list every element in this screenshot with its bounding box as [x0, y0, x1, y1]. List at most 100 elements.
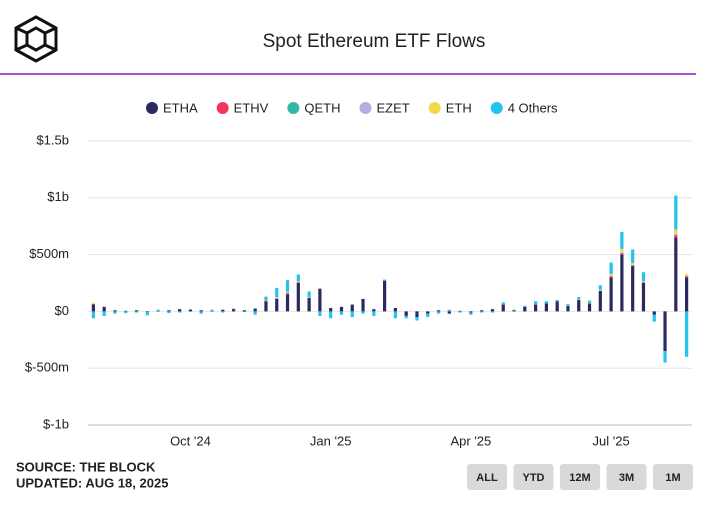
- bar-segment: [253, 311, 257, 315]
- bar-segment: [145, 311, 149, 312]
- bar-segment: [426, 313, 430, 318]
- logo: [14, 15, 58, 63]
- x-tick-label: Oct '24: [170, 433, 211, 448]
- bar-segment: [631, 249, 635, 264]
- bar-segment: [156, 309, 160, 311]
- bar-segment: [641, 281, 646, 283]
- bar-segment: [404, 311, 408, 316]
- range-button[interactable]: 3M: [606, 464, 647, 490]
- bar-segment: [674, 237, 678, 312]
- bar-segment: [620, 248, 624, 253]
- bar-segment: [329, 307, 333, 312]
- bar-segment: [275, 298, 279, 312]
- bar-segment: [372, 309, 376, 312]
- y-tick-label: $1.5b: [36, 132, 69, 147]
- bars: [91, 195, 689, 363]
- legend: ETHA ETHV QETH EZET ETH 4 Others: [146, 100, 558, 115]
- bar-segment: [652, 311, 656, 315]
- bar-segment: [609, 273, 613, 277]
- bar-segment: [188, 309, 193, 310]
- button-bg: [513, 464, 554, 490]
- bar-segment: [674, 234, 678, 236]
- bar-segment: [188, 309, 193, 312]
- bar-segment: [361, 298, 365, 312]
- bar-segment: [124, 310, 128, 312]
- bar-segment: [480, 310, 484, 312]
- bar-segment: [577, 299, 581, 301]
- bar-segment: [178, 309, 182, 312]
- bar-segment: [318, 288, 322, 289]
- legend-swatch: [490, 102, 503, 114]
- bar-segment: [275, 297, 279, 299]
- button-bg: [653, 464, 693, 490]
- bar-segment: [102, 306, 106, 312]
- bar-segment: [221, 311, 225, 313]
- bar-segment: [199, 311, 203, 314]
- bar-segment: [383, 279, 387, 281]
- bar-segment: [436, 311, 441, 314]
- bar-segment: [285, 294, 290, 312]
- bar-segment: [577, 297, 581, 300]
- bar-segment: [167, 311, 171, 314]
- range-button[interactable]: ALL: [467, 464, 507, 490]
- bar-segment: [264, 300, 268, 301]
- legend-label: ETH: [446, 100, 472, 115]
- range-button[interactable]: 12M: [560, 464, 600, 490]
- x-tick-label: Apr '25: [450, 433, 491, 448]
- button-label: ALL: [476, 472, 498, 484]
- bar-segment: [232, 308, 236, 310]
- bar-segment: [490, 309, 495, 312]
- bar-segment: [264, 296, 268, 301]
- bar-segment: [436, 310, 441, 312]
- legend-label: ETHA: [163, 100, 198, 115]
- bar-segment: [631, 263, 635, 266]
- bar-segment: [285, 292, 290, 294]
- bar-segment: [501, 302, 505, 305]
- bar-segment: [544, 301, 548, 304]
- range-button[interactable]: 1M: [653, 464, 693, 490]
- bar-segment: [458, 310, 462, 312]
- bar-segment: [318, 288, 322, 312]
- bar-segment: [598, 289, 602, 291]
- bar-segment: [156, 310, 160, 312]
- bar-segment: [674, 229, 678, 235]
- bar-segment: [663, 351, 667, 363]
- bar-segment: [296, 281, 300, 283]
- bar-segment: [534, 301, 538, 305]
- bar-segment: [264, 301, 268, 312]
- bar-segment: [641, 272, 646, 282]
- bar-segment: [415, 317, 419, 321]
- bar-segment: [566, 304, 570, 306]
- legend-label: 4 Others: [508, 100, 558, 115]
- bar-segment: [663, 311, 667, 352]
- axes: $-1b $-500m $0 $500m $1b $1.5b Oct '24 Jan '25 A…: [25, 132, 692, 448]
- bar-segment: [167, 310, 171, 312]
- bar-segment: [91, 304, 95, 305]
- bar-segment: [221, 309, 225, 312]
- bar-segment: [631, 265, 635, 312]
- grid: [88, 140, 692, 426]
- bar-segment: [555, 300, 559, 302]
- bar-segment: [350, 311, 354, 318]
- legend-label: EZET: [376, 100, 409, 115]
- bar-segment: [275, 298, 279, 299]
- bar-segment: [296, 283, 300, 312]
- legend-label: QETH: [304, 100, 340, 115]
- bar-segment: [393, 307, 397, 312]
- button-label: 12M: [569, 472, 590, 484]
- bar-segment: [598, 285, 602, 290]
- bar-segment: [264, 300, 268, 302]
- bar-segment: [383, 280, 387, 312]
- range-buttons: ALL YTD 12M 3M 1M: [467, 464, 693, 490]
- range-button[interactable]: YTD: [513, 464, 554, 490]
- y-tick-label: $0: [55, 303, 69, 318]
- bar-segment: [329, 311, 333, 319]
- bar-segment: [685, 276, 689, 278]
- bar-segment: [339, 311, 344, 315]
- bar-segment: [232, 309, 236, 312]
- bar-segment: [566, 305, 570, 312]
- button-label: 3M: [619, 472, 634, 484]
- legend-swatch: [428, 102, 441, 114]
- bar-segment: [113, 310, 117, 312]
